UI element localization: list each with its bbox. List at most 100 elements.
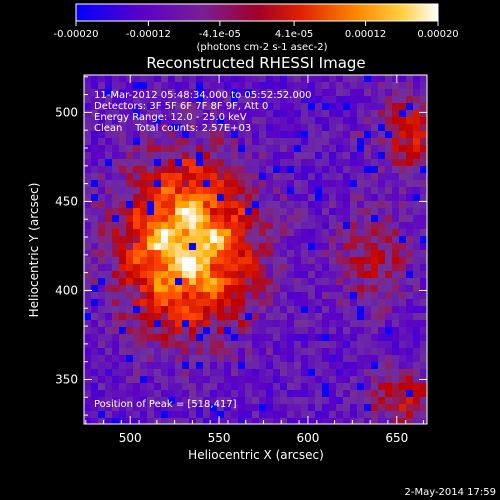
heatmap-cell (182, 89, 189, 96)
heatmap-cell (364, 362, 371, 369)
heatmap-cell (182, 355, 189, 362)
heatmap-cell (196, 334, 203, 341)
heatmap-cell (245, 411, 252, 418)
heatmap-cell (266, 138, 273, 145)
heatmap-cell (238, 257, 245, 264)
heatmap-cell (196, 89, 203, 96)
heatmap-cell (308, 194, 315, 201)
heatmap-cell (280, 215, 287, 222)
heatmap-cell (329, 82, 336, 89)
heatmap-cell (196, 285, 203, 292)
heatmap-cell (112, 82, 119, 89)
heatmap-cell (280, 243, 287, 250)
heatmap-cell (343, 299, 350, 306)
heatmap-cell (294, 159, 301, 166)
heatmap-cell (203, 313, 210, 320)
heatmap-cell (406, 96, 413, 103)
heatmap-cell (168, 82, 175, 89)
heatmap-cell (280, 236, 287, 243)
heatmap-cell (224, 362, 231, 369)
heatmap-cell (329, 257, 336, 264)
heatmap-cell (126, 264, 133, 271)
heatmap-cell (245, 404, 252, 411)
heatmap-cell (252, 285, 259, 292)
heatmap-cell (329, 201, 336, 208)
heatmap-cell (336, 362, 343, 369)
heatmap-cell (175, 257, 182, 264)
heatmap-cell (350, 208, 357, 215)
heatmap-cell (413, 257, 420, 264)
heatmap-cell (133, 355, 140, 362)
heatmap-cell (231, 376, 238, 383)
heatmap-cell (392, 278, 399, 285)
heatmap-cell (266, 82, 273, 89)
heatmap-cell (217, 348, 224, 355)
heatmap-cell (273, 187, 280, 194)
heatmap-cell (217, 292, 224, 299)
heatmap-cell (287, 383, 294, 390)
heatmap-cell (273, 82, 280, 89)
heatmap-cell (336, 404, 343, 411)
heatmap-cell (322, 397, 329, 404)
heatmap-cell (266, 229, 273, 236)
heatmap-cell (378, 404, 385, 411)
heatmap-cell (385, 257, 392, 264)
heatmap-cell (357, 208, 364, 215)
heatmap-cell (301, 383, 308, 390)
heatmap-cell (336, 376, 343, 383)
heatmap-cell (399, 243, 406, 250)
heatmap-cell (161, 89, 168, 96)
heatmap-cell (420, 348, 427, 355)
heatmap-cell (308, 334, 315, 341)
heatmap-cell (406, 215, 413, 222)
heatmap-cell (329, 369, 336, 376)
heatmap-cell (84, 201, 91, 208)
heatmap-cell (287, 299, 294, 306)
heatmap-cell (203, 222, 210, 229)
heatmap-cell (420, 369, 427, 376)
heatmap-cell (273, 327, 280, 334)
heatmap-cell (231, 390, 238, 397)
heatmap-cell (385, 131, 392, 138)
heatmap-cell (371, 278, 378, 285)
heatmap-cell (357, 285, 364, 292)
heatmap-cell (231, 208, 238, 215)
heatmap-cell (357, 278, 364, 285)
heatmap-cell (413, 299, 420, 306)
heatmap-cell (126, 131, 133, 138)
heatmap-cell (217, 117, 224, 124)
heatmap-cell (266, 292, 273, 299)
heatmap-cell (217, 124, 224, 131)
heatmap-cell (322, 348, 329, 355)
heatmap-cell (147, 243, 154, 250)
heatmap-cell (280, 208, 287, 215)
heatmap-cell (308, 243, 315, 250)
heatmap-cell (189, 173, 196, 180)
heatmap-cell (224, 243, 231, 250)
heatmap-cell (301, 138, 308, 145)
heatmap-cell (133, 187, 140, 194)
heatmap-cell (98, 152, 105, 159)
heatmap-cell (287, 355, 294, 362)
heatmap-cell (217, 187, 224, 194)
heatmap-cell (322, 306, 329, 313)
heatmap-cell (224, 222, 231, 229)
heatmap-cell (280, 180, 287, 187)
heatmap-cell (189, 334, 196, 341)
heatmap-cell (168, 390, 175, 397)
heatmap-cell (406, 278, 413, 285)
heatmap-cell (112, 145, 119, 152)
heatmap-cell (154, 299, 161, 306)
heatmap-cell (301, 103, 308, 110)
heatmap-cell (238, 313, 245, 320)
heatmap-cell (371, 313, 378, 320)
heatmap-cell (231, 75, 238, 82)
heatmap-cell (392, 145, 399, 152)
heatmap-cell (343, 117, 350, 124)
heatmap-cell (154, 292, 161, 299)
heatmap-cell (224, 292, 231, 299)
heatmap-cell (168, 236, 175, 243)
heatmap-cell (217, 180, 224, 187)
heatmap-cell (420, 82, 427, 89)
heatmap-cell (308, 110, 315, 117)
